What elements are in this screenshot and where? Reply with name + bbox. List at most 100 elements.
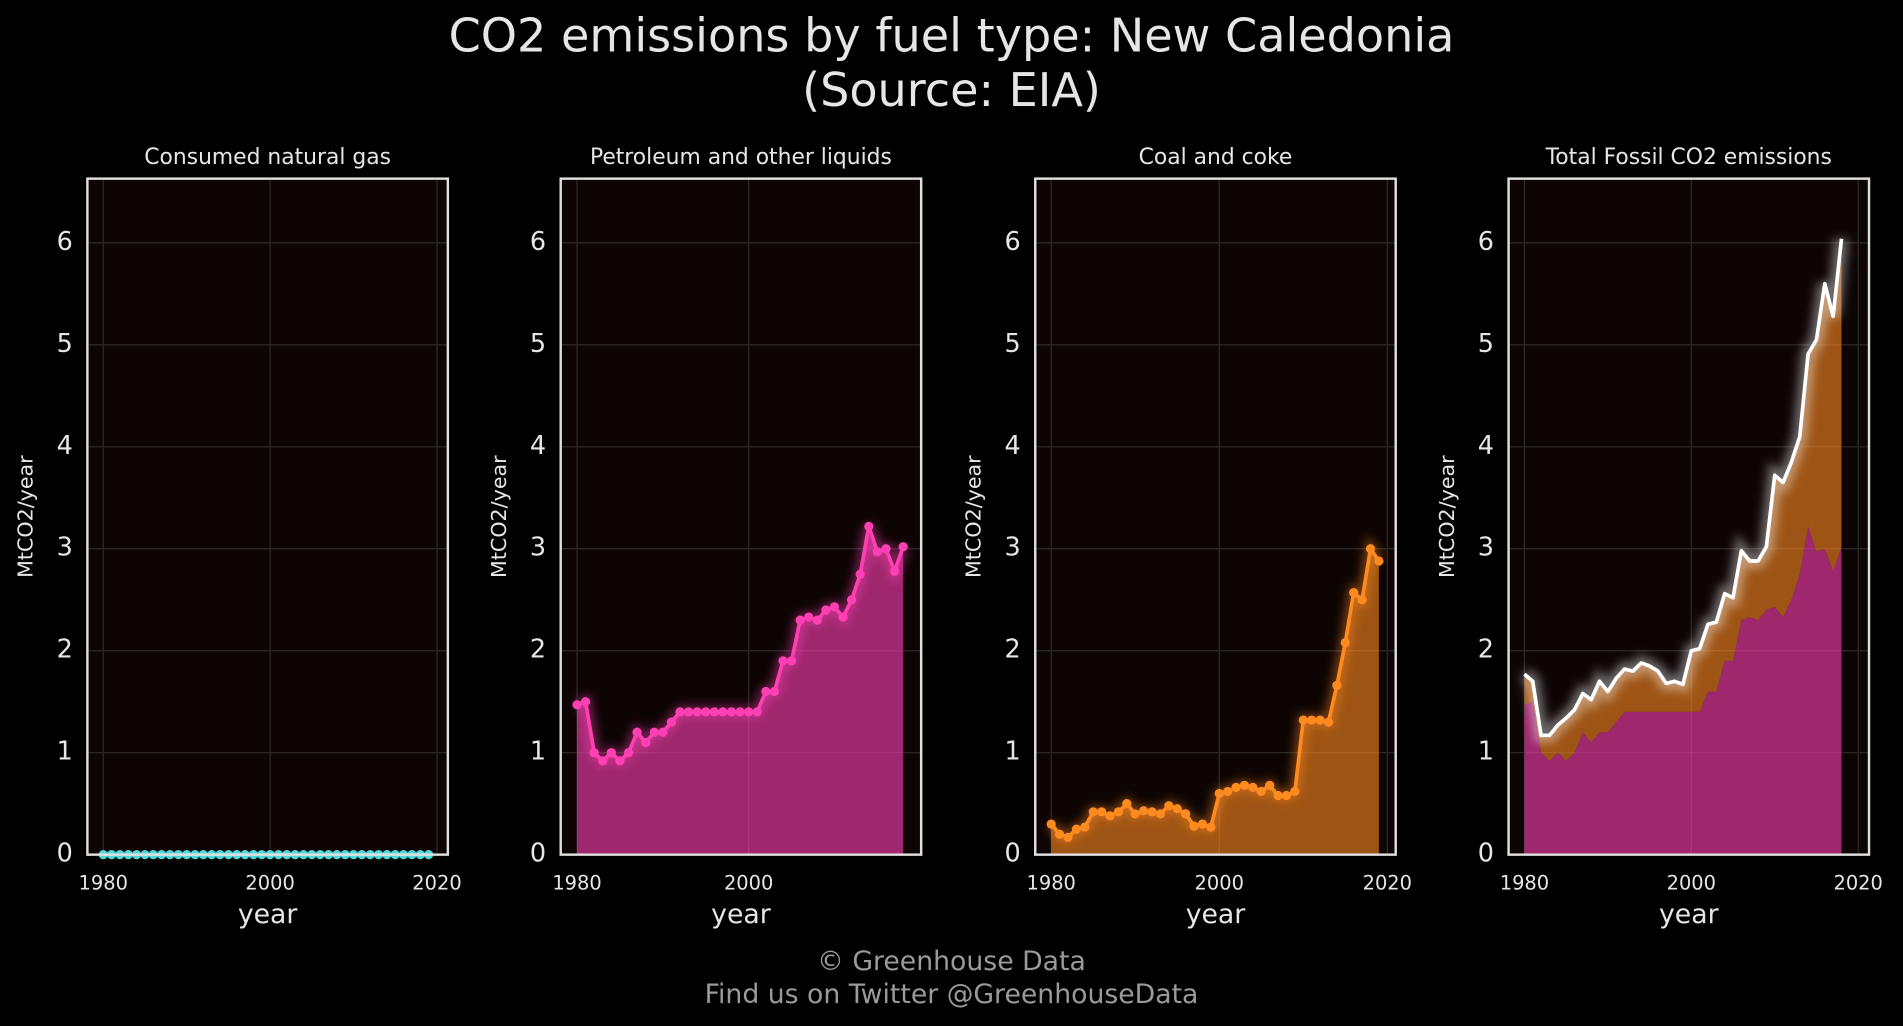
point bbox=[778, 656, 788, 666]
point bbox=[598, 756, 608, 766]
point bbox=[1323, 717, 1334, 727]
point bbox=[1063, 832, 1073, 842]
line bbox=[1523, 238, 1844, 738]
y-tick-label: 5 bbox=[530, 329, 546, 359]
x-tick-label: 1980 bbox=[79, 871, 128, 894]
x-tick-label: 2000 bbox=[1667, 871, 1716, 894]
plot-frame bbox=[1507, 177, 1871, 856]
area bbox=[577, 526, 904, 855]
point bbox=[769, 686, 780, 697]
point bbox=[829, 602, 840, 612]
x-tick-label: 2020 bbox=[1363, 871, 1412, 894]
point bbox=[872, 547, 883, 557]
x-axis-label: year bbox=[1186, 899, 1246, 930]
plot-frame bbox=[1034, 177, 1397, 856]
point bbox=[1206, 822, 1216, 832]
plot-frame bbox=[559, 177, 923, 856]
point bbox=[744, 707, 754, 717]
point bbox=[623, 748, 634, 758]
y-tick-label: 5 bbox=[57, 329, 73, 359]
point bbox=[709, 707, 719, 717]
point bbox=[812, 615, 822, 625]
footer-copyright: © Greenhouse Data bbox=[817, 946, 1086, 977]
point bbox=[855, 569, 865, 579]
y-tick-label: 4 bbox=[57, 431, 73, 461]
point bbox=[1214, 788, 1224, 799]
point bbox=[1265, 780, 1275, 790]
point bbox=[658, 727, 668, 737]
point bbox=[1231, 782, 1241, 792]
x-tick-label: 2000 bbox=[1195, 871, 1244, 894]
point bbox=[847, 595, 857, 605]
point bbox=[898, 542, 908, 552]
point bbox=[1374, 556, 1384, 566]
x-tick-label: 2000 bbox=[724, 871, 773, 894]
point bbox=[1088, 807, 1098, 817]
point bbox=[1307, 715, 1317, 725]
y-axis-label: MtCO2/year bbox=[962, 455, 986, 578]
point bbox=[1155, 809, 1166, 819]
x-axis-label: year bbox=[711, 899, 771, 930]
point bbox=[1181, 809, 1191, 819]
panel-title: Coal and coke bbox=[1139, 145, 1293, 170]
point bbox=[615, 756, 625, 766]
y-tick-label: 6 bbox=[530, 227, 546, 257]
y-axis-label: MtCO2/year bbox=[487, 455, 511, 578]
point bbox=[1172, 804, 1182, 814]
footer-twitter: Find us on Twitter @GreenhouseData bbox=[705, 979, 1199, 1010]
point bbox=[649, 727, 659, 737]
y-tick-label: 0 bbox=[57, 839, 73, 869]
y-tick-label: 1 bbox=[1478, 737, 1494, 767]
y-axis-label: MtCO2/year bbox=[1435, 455, 1459, 578]
y-axis-label: MtCO2/year bbox=[14, 455, 38, 578]
point bbox=[1239, 780, 1250, 790]
point bbox=[786, 656, 797, 666]
y-tick-label: 0 bbox=[530, 839, 546, 869]
x-tick-label: 1980 bbox=[1027, 871, 1076, 894]
point bbox=[1054, 829, 1065, 839]
x-tick-label: 1980 bbox=[552, 871, 601, 894]
point bbox=[1223, 786, 1233, 797]
point bbox=[718, 707, 728, 717]
point bbox=[889, 566, 900, 576]
panel-title: Consumed natural gas bbox=[144, 145, 391, 170]
point bbox=[589, 748, 599, 758]
point bbox=[1332, 680, 1342, 690]
point bbox=[1340, 637, 1350, 648]
point bbox=[804, 612, 814, 622]
y-tick-label: 6 bbox=[57, 227, 73, 257]
point bbox=[701, 707, 711, 717]
y-tick-label: 5 bbox=[1478, 329, 1494, 359]
point bbox=[821, 605, 831, 615]
area bbox=[1524, 526, 1842, 855]
point bbox=[572, 700, 582, 710]
plot-background bbox=[87, 178, 448, 855]
point bbox=[1290, 786, 1300, 797]
point bbox=[1281, 790, 1292, 801]
panel-title: Petroleum and other liquids bbox=[590, 145, 892, 170]
point bbox=[683, 707, 694, 717]
point bbox=[838, 612, 848, 622]
point bbox=[1298, 715, 1308, 725]
point bbox=[1097, 807, 1107, 817]
point bbox=[1164, 801, 1174, 811]
point bbox=[632, 727, 642, 737]
point bbox=[726, 707, 737, 717]
x-tick-label: 2000 bbox=[245, 871, 294, 894]
y-tick-label: 3 bbox=[1478, 533, 1494, 563]
point bbox=[761, 686, 771, 697]
point bbox=[1105, 811, 1115, 821]
figure-title: CO2 emissions by fuel type: New Caledoni… bbox=[449, 9, 1455, 63]
point bbox=[580, 697, 591, 707]
point bbox=[864, 521, 874, 531]
x-tick-label: 2020 bbox=[1833, 871, 1882, 894]
y-tick-label: 2 bbox=[57, 635, 73, 665]
point bbox=[1080, 822, 1090, 832]
x-axis-label: year bbox=[1659, 899, 1719, 930]
y-tick-label: 1 bbox=[530, 737, 546, 767]
plot-frame bbox=[86, 177, 450, 856]
point bbox=[1071, 824, 1082, 834]
point bbox=[735, 707, 745, 717]
